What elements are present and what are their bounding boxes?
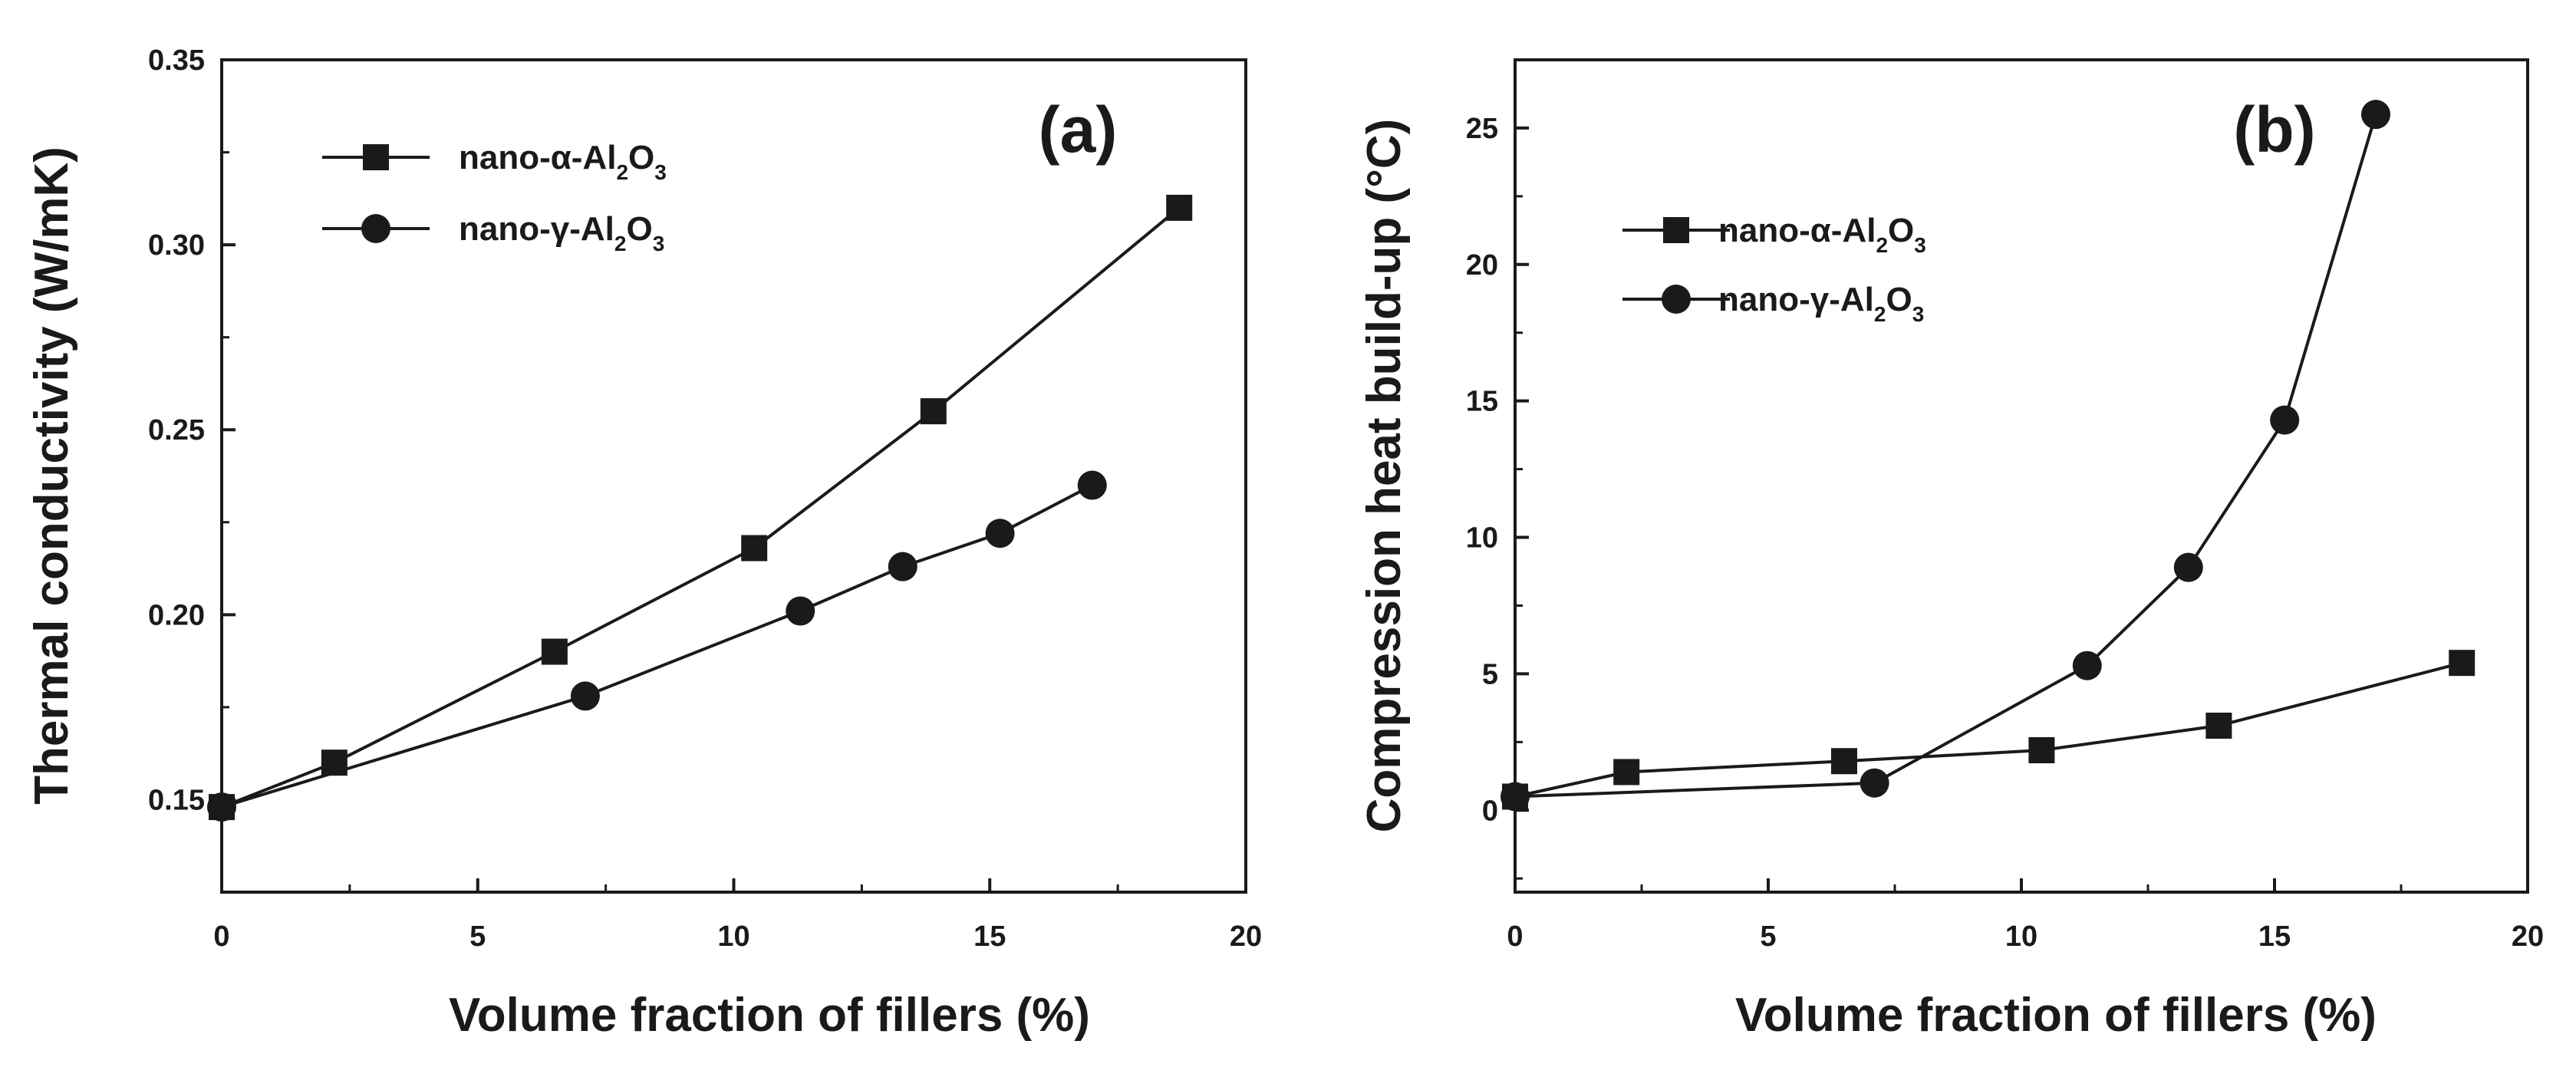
legend-text-part: O [626,210,652,248]
panel-label: (a) [1039,94,1118,166]
legend-subscript: 2 [1876,233,1888,257]
legend-item: nano-γ-Al2O3 [322,210,664,255]
x-tick-label: 15 [973,921,1006,953]
legend-subscript: 3 [654,160,667,184]
legend-text-part: O [1888,212,1914,249]
x-tick-label: 10 [717,921,749,953]
y-tick-label: 0.20 [148,599,205,631]
y-tick-label: 0.25 [148,414,205,446]
legend-subscript: 2 [1874,302,1886,326]
y-tick-label: 25 [1466,113,1498,145]
series-gamma [1500,100,2390,812]
x-axis-title: Volume fraction of fillers (%) [1735,989,2377,1042]
data-point-square [1831,748,1857,775]
legend-label: nano-γ-Al2O3 [459,210,664,255]
data-point-square [541,638,568,665]
data-point-square [2205,713,2232,739]
y-tick-label: 0.15 [148,784,205,816]
legend-item: nano-γ-Al2O3 [1622,281,1924,326]
legend-text-part: nano-γ-Al [459,210,614,248]
data-point-circle [2072,650,2102,680]
chart-panel-b: 0 5 10 15 20 0 5 10 15 20 25 Volume fraction of fil… [1358,58,2544,1042]
y-tick-label: 5 [1482,658,1498,690]
data-point-circle [2173,552,2203,582]
data-point-square [1613,759,1640,786]
y-axis-title: Compression heat build-up (°C) [1358,119,1411,833]
data-point-circle [786,596,815,626]
legend-label: nano-α-Al2O3 [459,139,667,184]
y-axis-title: Thermal conductivity (W/mK) [25,147,78,805]
data-point-circle [2270,405,2300,435]
legend-text-part: O [1886,281,1912,318]
panel-label: (b) [2233,94,2315,166]
legend-subscript: 3 [653,232,665,255]
data-point-circle [985,519,1015,548]
legend-text-part: nano-α-Al [459,139,616,176]
x-tick-label: 15 [2258,921,2291,953]
legend-text-part: nano-γ-Al [1718,281,1874,318]
legend-label: nano-γ-Al2O3 [1718,281,1924,326]
data-point-square [920,398,947,425]
data-point-circle [570,681,600,711]
series-alpha [1502,650,2476,810]
data-point-square [2028,737,2055,764]
y-tick-label: 0 [1482,795,1498,827]
legend-square-marker [363,144,389,170]
series-gamma [207,470,1107,822]
x-tick-label: 5 [469,921,486,953]
x-tick-label: 0 [1507,921,1523,953]
data-point-circle [1077,470,1107,500]
series-line [1514,114,2377,799]
data-point-circle [888,552,917,581]
x-tick-label: 5 [1760,921,1776,953]
series-alpha [209,194,1193,821]
data-point-circle [2361,100,2390,130]
data-point-circle [207,792,236,822]
data-point-square [741,535,768,562]
legend-circle-marker [1662,285,1691,314]
x-tick-label: 20 [1230,921,1262,953]
y-tick-label: 0.30 [148,229,205,262]
data-point-square [1166,194,1193,221]
x-tick-label: 20 [2512,921,2544,953]
data-point-circle [1860,768,1889,798]
legend-square-marker [1663,217,1689,243]
y-tick-label: 20 [1466,249,1498,282]
y-tick-label: 15 [1466,386,1498,418]
chart-panel-a: 0 5 10 15 20 0.15 0.20 0.25 0.30 0.35 Volume fract… [25,44,1262,1042]
legend-item: nano-α-Al2O3 [322,139,667,184]
x-tick-label: 0 [213,921,229,953]
legend-subscript: 3 [1914,233,1926,257]
legend-item: nano-α-Al2O3 [1622,212,1926,257]
y-tick-label: 0.35 [148,44,205,77]
legend-text-part: O [628,139,654,176]
legend-text-part: nano-α-Al [1718,212,1876,249]
series-line [221,483,1093,809]
x-tick-label: 10 [2005,921,2037,953]
series-line [221,206,1181,809]
series-line [1514,661,2462,799]
data-point-square [2449,650,2476,677]
legend-subscript: 2 [614,232,627,255]
data-point-circle [1500,782,1530,812]
x-axis-title: Volume fraction of fillers (%) [449,989,1090,1042]
legend-subscript: 3 [1912,302,1925,326]
plot-frame [1514,58,2529,894]
legend-label: nano-α-Al2O3 [1718,212,1926,257]
y-tick-label: 10 [1466,522,1498,555]
legend-subscript: 2 [616,160,628,184]
legend-circle-marker [361,214,390,243]
